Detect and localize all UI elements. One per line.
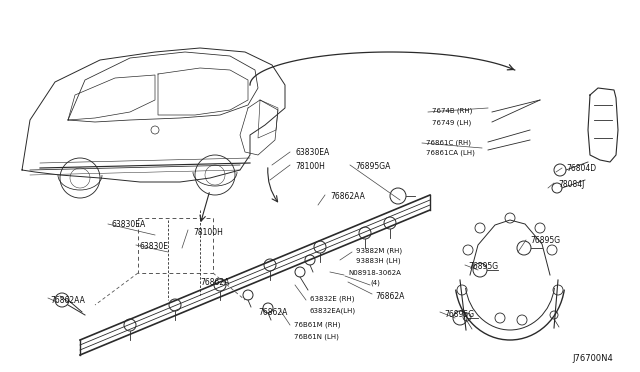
- Text: 76861C (RH): 76861C (RH): [426, 139, 471, 145]
- Text: (4): (4): [370, 280, 380, 286]
- Text: 76B61M (RH): 76B61M (RH): [294, 322, 340, 328]
- Text: J76700N4: J76700N4: [572, 354, 612, 363]
- Text: 76862AA: 76862AA: [50, 296, 85, 305]
- Text: 76804D: 76804D: [566, 164, 596, 173]
- Text: 76861CA (LH): 76861CA (LH): [426, 150, 475, 157]
- Text: 76749 (LH): 76749 (LH): [432, 119, 471, 125]
- Text: 76862A: 76862A: [200, 278, 229, 287]
- Text: 93882M (RH): 93882M (RH): [356, 248, 402, 254]
- Text: 63830EA: 63830EA: [112, 220, 147, 229]
- Text: 78100H: 78100H: [295, 162, 325, 171]
- Text: 76895GA: 76895GA: [355, 162, 390, 171]
- Text: 76895G: 76895G: [530, 236, 560, 245]
- Text: 78084J: 78084J: [558, 180, 584, 189]
- Text: 76B61N (LH): 76B61N (LH): [294, 333, 339, 340]
- Text: 76862A: 76862A: [258, 308, 287, 317]
- Text: 93883H (LH): 93883H (LH): [356, 258, 401, 264]
- Text: 76862A: 76862A: [375, 292, 404, 301]
- Text: 76895G: 76895G: [444, 310, 474, 319]
- Text: 76862AA: 76862AA: [330, 192, 365, 201]
- Text: 63830EA: 63830EA: [295, 148, 329, 157]
- Text: 7674B (RH): 7674B (RH): [432, 108, 472, 115]
- Text: 76895G: 76895G: [468, 262, 498, 271]
- Text: 63830E: 63830E: [140, 242, 169, 251]
- Text: 63832EA(LH): 63832EA(LH): [310, 308, 356, 314]
- Text: 63832E (RH): 63832E (RH): [310, 296, 355, 302]
- Text: N08918-3062A: N08918-3062A: [348, 270, 401, 276]
- Text: 78100H: 78100H: [193, 228, 223, 237]
